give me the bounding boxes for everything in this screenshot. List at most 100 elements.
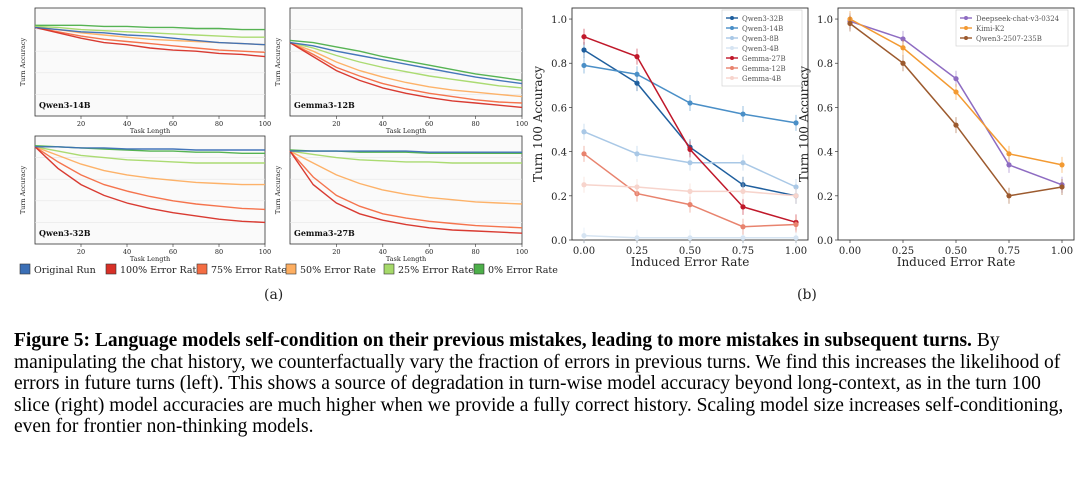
figure-5: 20 40 60 80 100 Task Length Turn Accuracy Qwen3… (19, 7, 1075, 303)
chart-b1-data-point (634, 54, 640, 60)
chart-b1-legend-marker (730, 56, 734, 60)
chart-b1-data-point (687, 235, 693, 241)
legend-swatch (196, 263, 208, 275)
panel-y-axis-label: Turn Accuracy (19, 38, 27, 87)
legend-label: 50% Error Rate (300, 265, 376, 276)
legend-swatch (473, 263, 485, 275)
panel-x-tick-label: 100 (516, 120, 528, 128)
chart-b1-data-point (687, 202, 693, 208)
chart-b1-data-point (793, 120, 799, 126)
chart-b2-data-point (900, 60, 906, 66)
chart-b2-y-tick-label: 0.6 (817, 103, 833, 114)
chart-b1-data-point (581, 232, 587, 239)
panel-series-line (290, 150, 522, 153)
chart-b1-data-point (634, 71, 640, 77)
chart-b2-x-tick-label: 0.50 (945, 246, 967, 257)
panel-series-line (289, 150, 523, 234)
panel-series-line (289, 41, 523, 98)
legend-swatch (105, 263, 117, 275)
panel-x-tick-label: 40 (123, 248, 131, 256)
chart-b2-data-point (900, 36, 906, 42)
panel-title: Qwen3-32B (39, 228, 91, 238)
panel-x-tick-label: 100 (516, 248, 528, 256)
chart-b1-data-point (687, 188, 693, 194)
panel-series-line (34, 25, 265, 38)
chart-b2-legend-box (955, 9, 1069, 47)
panel-x-tick-label: 40 (123, 120, 131, 128)
legend-label: 0% Error Rate (488, 265, 558, 276)
legend-label: 25% Error Rate (398, 265, 474, 276)
chart-b1-data-point (634, 80, 640, 86)
chart-b1-data-point (793, 235, 799, 241)
panel-x-axis-label: Task Length (130, 127, 170, 135)
panel-series-line (289, 39, 523, 82)
panel-x-tick-label: 20 (77, 248, 85, 256)
chart-b1-legend-label: Gemma-27B (742, 55, 786, 63)
chart-b2-data-point (953, 122, 959, 128)
panel-x-tick-label: 100 (259, 248, 271, 256)
chart-b1-y-tick-label: 0.6 (551, 103, 567, 114)
chart-b1-data-point (687, 100, 693, 106)
figure-caption: Figure 5: Language models self-condition… (14, 330, 1070, 438)
chart-b2-legend-marker (964, 16, 968, 20)
panel-title: Gemma3-12B (294, 100, 355, 110)
chart-b1-x-tick-label: 1.00 (785, 246, 807, 257)
panel-x-tick-label: 80 (215, 120, 223, 128)
chart-b2-legend-marker (964, 26, 968, 30)
panel-series-line (34, 26, 266, 46)
chart-b2-x-tick-label: 1.00 (1051, 246, 1073, 257)
chart-b2-legend-marker (964, 36, 968, 40)
chart-b1-legend-label: Gemma-12B (742, 65, 786, 73)
panel-x-tick-label: 60 (169, 120, 177, 128)
chart-b2-y-tick-label: 0.0 (817, 236, 833, 247)
panel-y-axis-label: Turn Accuracy (274, 166, 282, 215)
chart-b1-data-point (581, 62, 587, 69)
chart-b2-y-tick-label: 0.2 (817, 192, 833, 203)
chart-b1-x-tick-label: 0.75 (732, 246, 754, 257)
legend-swatch (19, 263, 31, 275)
panel-x-axis-label: Task Length (386, 127, 426, 135)
chart-b1-data-point (740, 160, 746, 166)
panel-x-tick-label: 100 (259, 120, 271, 128)
chart-b1-data-point (740, 111, 746, 117)
sublabel-b: (b) (797, 287, 817, 303)
panel-series-line (34, 146, 266, 211)
chart-b2-data-point (847, 20, 853, 27)
chart-b2-legend-label: Kimi-K2 (976, 25, 1004, 33)
chart-b1-data-point (740, 224, 746, 230)
chart-b1-data-point (740, 204, 746, 210)
panel-title: Qwen3-14B (39, 100, 91, 110)
chart-b1-y-tick-label: 0.0 (551, 236, 567, 247)
panel-series-line (34, 146, 265, 186)
chart-b2-data-point (1059, 162, 1065, 168)
panel-series-line (34, 26, 266, 53)
chart-b2-data-point (900, 45, 906, 51)
chart-b2-legend-label: Deepseek-chat-v3-0324 (976, 15, 1060, 23)
caption-body: By manipulating the chat history, we cou… (14, 330, 1064, 437)
chart-b2-data-point (1006, 193, 1012, 199)
chart-b1-data-point (740, 188, 746, 194)
chart-b1-data-point (634, 235, 640, 241)
chart-b2-legend-label: Qwen3-2507-235B (976, 35, 1042, 43)
legend-swatch (383, 263, 395, 275)
chart-b1-data-point (740, 235, 746, 241)
chart-b1-legend-label: Qwen3-4B (742, 45, 779, 53)
chart-b2-x-tick-label: 0.25 (892, 246, 914, 257)
legend-label: Original Run (34, 265, 96, 276)
panel-x-tick-label: 60 (425, 248, 433, 256)
chart-b2-data-point (1006, 151, 1012, 157)
panel-x-tick-label: 20 (332, 120, 340, 128)
panel-x-tick-label: 40 (379, 120, 387, 128)
chart-b2-y-tick-label: 1.0 (817, 15, 833, 26)
panel-y-axis-label: Turn Accuracy (19, 166, 27, 215)
panel-y-axis-label: Turn Accuracy (274, 38, 282, 87)
chart-b1-y-tick-label: 1.0 (551, 15, 567, 26)
panel-series-line (289, 150, 523, 205)
chart-b2-y-axis-label: Turn 100 Accuracy (797, 66, 811, 182)
caption-label: Figure 5: (14, 330, 91, 351)
panel-x-axis-label: Task Length (386, 255, 426, 263)
chart-b2-data-point (1059, 184, 1065, 190)
chart-b1-legend-marker (730, 76, 734, 80)
chart-b1-y-tick-label: 0.2 (551, 192, 567, 203)
panel-frame-2 (289, 7, 523, 117)
